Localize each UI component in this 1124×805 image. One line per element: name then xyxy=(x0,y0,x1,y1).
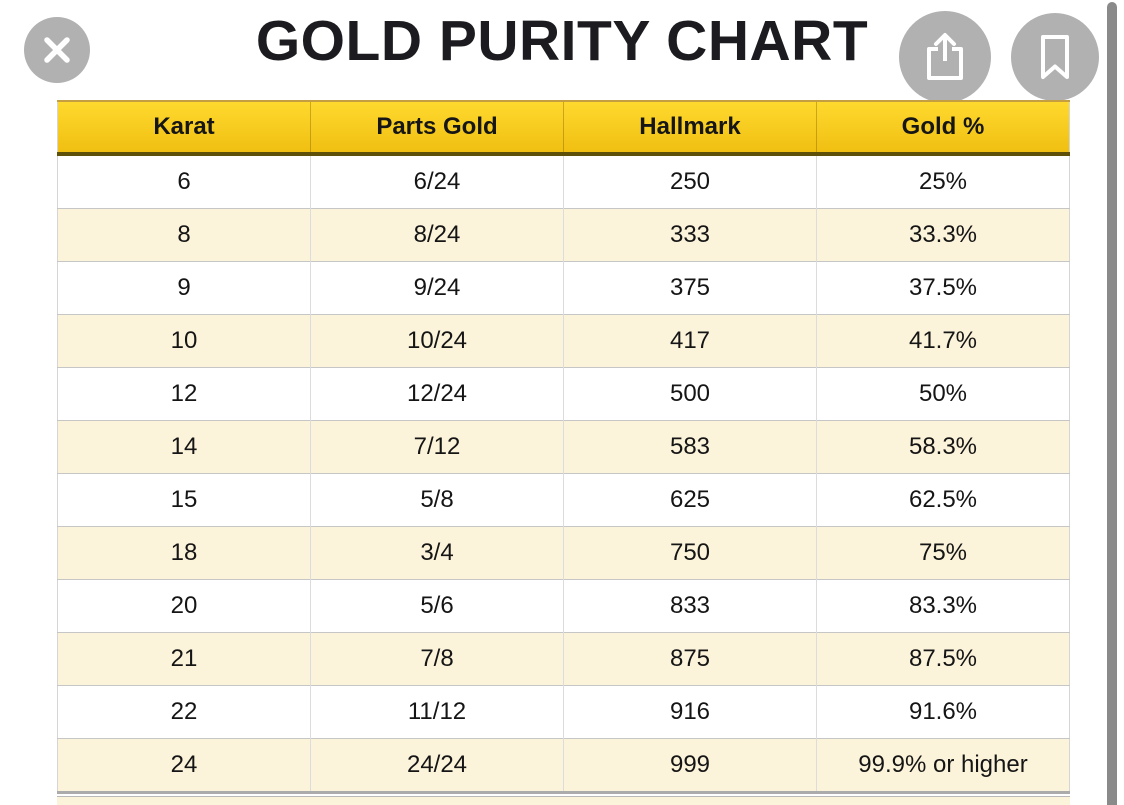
table-cell: 750 xyxy=(563,526,817,580)
table-cell: 916 xyxy=(563,685,817,739)
table-cell: 5/8 xyxy=(310,473,564,527)
table-row: 9 9/24 375 37.5% xyxy=(57,261,1070,315)
table-cell: 3/4 xyxy=(310,526,564,580)
table-cell: 375 xyxy=(563,261,817,315)
table-cell: 20 xyxy=(57,579,311,633)
close-icon xyxy=(40,33,74,67)
table-cell: 875 xyxy=(563,632,817,686)
scrollbar[interactable] xyxy=(1107,2,1117,805)
close-button[interactable] xyxy=(24,17,90,83)
table-row: 15 5/8 625 62.5% xyxy=(57,473,1070,527)
table-cell: 10 xyxy=(57,314,311,368)
table-cell: 91.6% xyxy=(816,685,1070,739)
bookmark-icon xyxy=(1035,32,1075,82)
table-cell: 83.3% xyxy=(816,579,1070,633)
table-cell: 6 xyxy=(57,154,311,209)
table-cell: 9/24 xyxy=(310,261,564,315)
table-row: 12 12/24 500 50% xyxy=(57,367,1070,421)
table-cell: 18 xyxy=(57,526,311,580)
table-cell: 5/6 xyxy=(310,579,564,633)
table-cell: 11/12 xyxy=(310,685,564,739)
share-icon xyxy=(922,30,968,84)
table-cell: 12 xyxy=(57,367,311,421)
page-title: GOLD PURITY CHART xyxy=(255,9,869,73)
table-cell: 15 xyxy=(57,473,311,527)
table-cell: 833 xyxy=(563,579,817,633)
table-cell: 500 xyxy=(563,367,817,421)
table-row: 14 7/12 583 58.3% xyxy=(57,420,1070,474)
table-cell: 62.5% xyxy=(816,473,1070,527)
table-cell: 12/24 xyxy=(310,367,564,421)
table-cell: 333 xyxy=(563,208,817,262)
table-row: 6 6/24 250 25% xyxy=(57,154,1070,209)
table-row: 8 8/24 333 33.3% xyxy=(57,208,1070,262)
table-cell: 8 xyxy=(57,208,311,262)
table-cell: 10/24 xyxy=(310,314,564,368)
table-cell: 417 xyxy=(563,314,817,368)
table-cell: 99.9% or higher xyxy=(816,738,1070,794)
table-cell: 37.5% xyxy=(816,261,1070,315)
table-cell: 14 xyxy=(57,420,311,474)
table-cell: 7/12 xyxy=(310,420,564,474)
share-button[interactable] xyxy=(899,11,991,103)
table-body: 6 6/24 250 25% 8 8/24 333 33.3% 9 9/24 375 37.5% 10 1… xyxy=(57,154,1070,794)
header-row: Karat Parts Gold Hallmark Gold % xyxy=(57,100,1070,156)
column-header: Karat xyxy=(57,100,311,156)
table-header: Karat Parts Gold Hallmark Gold % xyxy=(57,100,1070,156)
table-cell: 6/24 xyxy=(310,154,564,209)
table-cell: 250 xyxy=(563,154,817,209)
column-header: Gold % xyxy=(816,100,1070,156)
gold-purity-table: Karat Parts Gold Hallmark Gold % 6 6/24 250 25… xyxy=(57,100,1070,794)
table-cell: 9 xyxy=(57,261,311,315)
table-cell: 58.3% xyxy=(816,420,1070,474)
table-cell: 75% xyxy=(816,526,1070,580)
table-row: 18 3/4 750 75% xyxy=(57,526,1070,580)
partially-visible-next-row xyxy=(57,796,1070,805)
table-cell: 33.3% xyxy=(816,208,1070,262)
table-cell: 24/24 xyxy=(310,738,564,794)
table-row: 10 10/24 417 41.7% xyxy=(57,314,1070,368)
table-cell: 41.7% xyxy=(816,314,1070,368)
table-cell: 87.5% xyxy=(816,632,1070,686)
table-cell: 583 xyxy=(563,420,817,474)
column-header: Parts Gold xyxy=(310,100,564,156)
table-row: 22 11/12 916 91.6% xyxy=(57,685,1070,739)
table-cell: 50% xyxy=(816,367,1070,421)
table-cell: 22 xyxy=(57,685,311,739)
table-cell: 24 xyxy=(57,738,311,794)
table-cell: 625 xyxy=(563,473,817,527)
column-header: Hallmark xyxy=(563,100,817,156)
table-cell: 25% xyxy=(816,154,1070,209)
table-cell: 999 xyxy=(563,738,817,794)
table-row: 24 24/24 999 99.9% or higher xyxy=(57,738,1070,794)
table-row: 20 5/6 833 83.3% xyxy=(57,579,1070,633)
bookmark-button[interactable] xyxy=(1011,13,1099,101)
table-row: 21 7/8 875 87.5% xyxy=(57,632,1070,686)
table-cell: 21 xyxy=(57,632,311,686)
table-cell: 7/8 xyxy=(310,632,564,686)
table-cell: 8/24 xyxy=(310,208,564,262)
